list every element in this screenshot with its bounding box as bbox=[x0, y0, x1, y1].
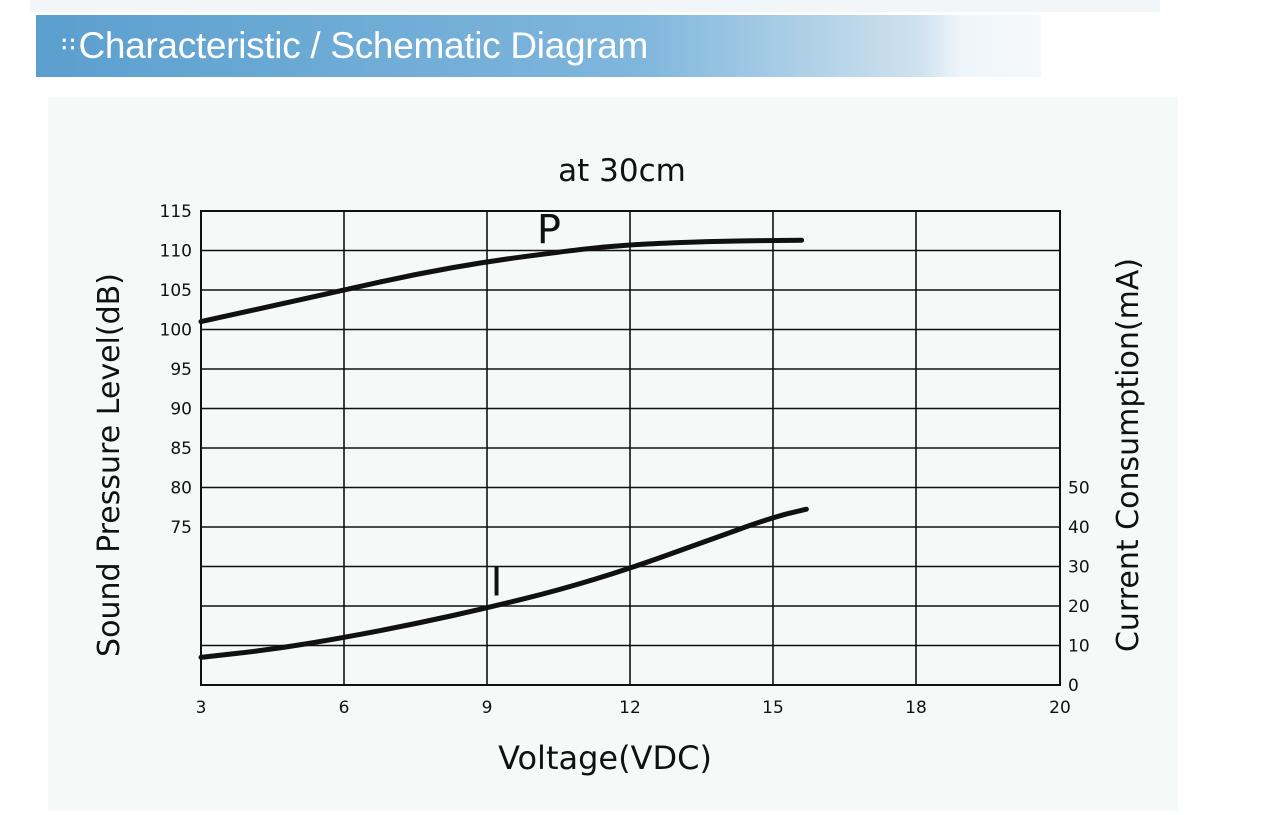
y-left-tick-label: 90 bbox=[170, 400, 192, 420]
dots-icon: ∷ bbox=[62, 34, 75, 57]
y-axis-label-right: Current Consumption(mA) bbox=[1111, 258, 1146, 652]
y-axis-label-left: Sound Pressure Level(dB) bbox=[92, 273, 127, 657]
y-right-tick-label: 40 bbox=[1068, 518, 1090, 538]
chart-title: at 30cm bbox=[558, 153, 686, 189]
x-tick-label: 3 bbox=[196, 698, 207, 718]
characteristic-chart: at 30cm PI 11511010510095908580755040302… bbox=[92, 153, 1146, 777]
y-left-tick-label: 75 bbox=[170, 518, 192, 538]
section-title-text: Characteristic / Schematic Diagram bbox=[78, 25, 649, 66]
y-left-tick-label: 80 bbox=[170, 479, 192, 499]
y-left-tick-label: 85 bbox=[170, 439, 192, 459]
y-right-tick-label: 50 bbox=[1068, 479, 1090, 499]
series-line-i bbox=[198, 506, 809, 660]
plot-frame bbox=[200, 210, 1061, 686]
y-left-tick-label: 100 bbox=[160, 321, 192, 341]
x-axis-label: Voltage(VDC) bbox=[498, 739, 712, 777]
y-right-tick-label: 20 bbox=[1068, 597, 1090, 617]
y-left-tick-label: 105 bbox=[160, 281, 192, 301]
y-right-tick-label: 30 bbox=[1068, 558, 1090, 578]
section-title: ∷ Characteristic / Schematic Diagram bbox=[62, 24, 648, 70]
y-left-tick-label: 110 bbox=[160, 242, 192, 262]
x-tick-label: 20 bbox=[1049, 698, 1071, 718]
section-header: ∷ Characteristic / Schematic Diagram bbox=[36, 15, 1041, 77]
chart-grid bbox=[200, 210, 1061, 686]
y-left-tick-label: 115 bbox=[160, 202, 192, 222]
y-left-tick-label: 95 bbox=[170, 360, 192, 380]
x-tick-label: 18 bbox=[905, 698, 927, 718]
y-right-tick-label: 0 bbox=[1068, 676, 1079, 696]
x-tick-label: 9 bbox=[482, 698, 493, 718]
series-label-p: P bbox=[537, 207, 561, 253]
series-layer: PI bbox=[198, 207, 809, 660]
top-strip bbox=[30, 0, 1160, 12]
y-right-tick-label: 10 bbox=[1068, 637, 1090, 657]
x-tick-label: 12 bbox=[619, 698, 641, 718]
series-label-i: I bbox=[491, 560, 503, 606]
x-tick-label: 15 bbox=[762, 698, 784, 718]
x-tick-label: 6 bbox=[339, 698, 350, 718]
series-line-p bbox=[198, 237, 805, 325]
